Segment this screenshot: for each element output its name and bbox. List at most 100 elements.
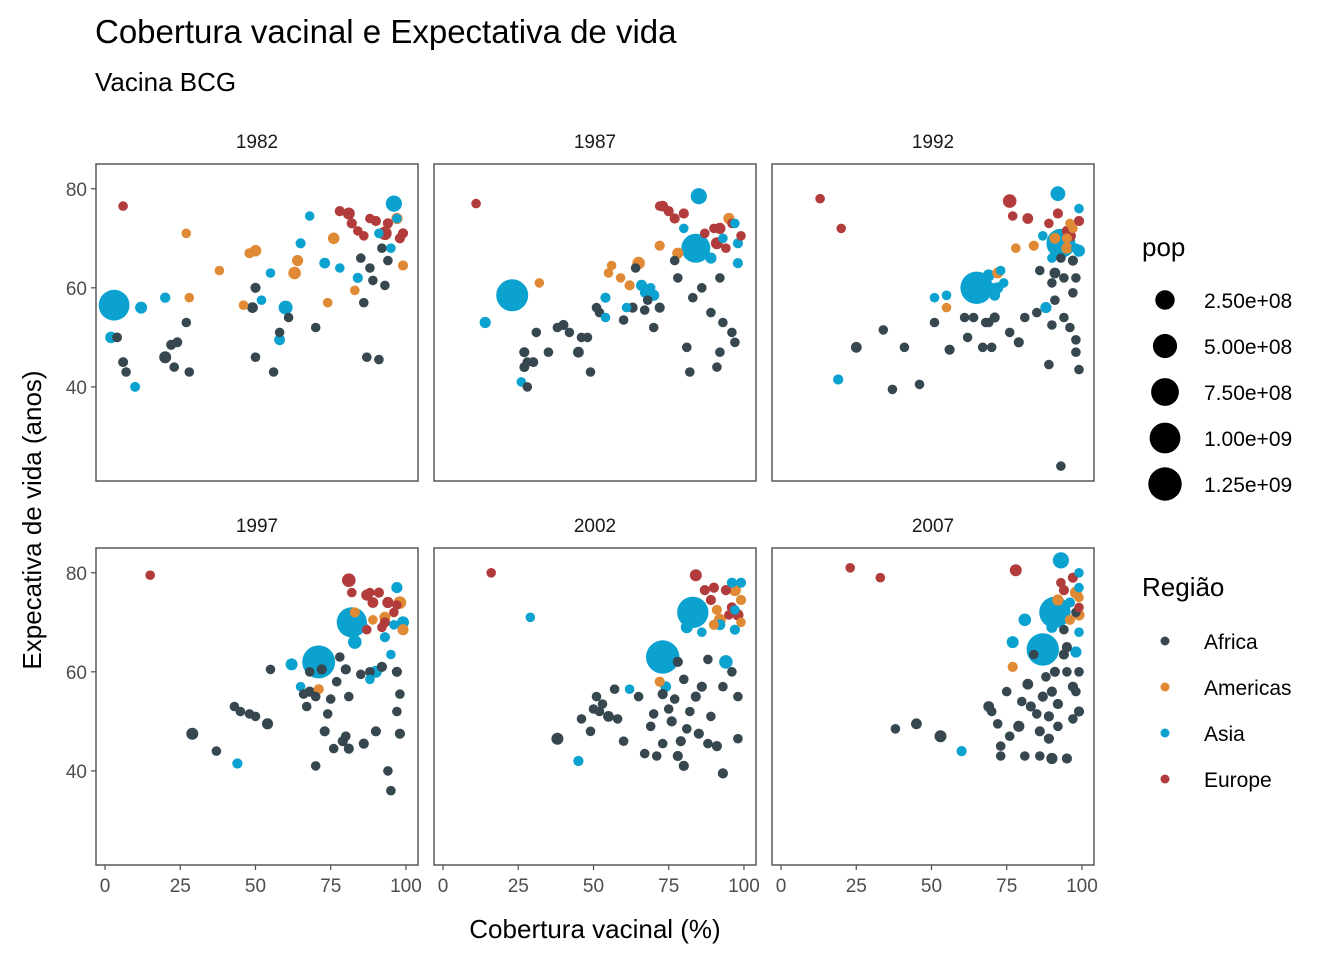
facet-label-2007: 2007	[912, 516, 954, 537]
data-point-africa	[675, 736, 686, 747]
data-point-asia	[732, 258, 744, 269]
data-point-africa	[712, 362, 722, 372]
data-point-europe	[389, 607, 399, 618]
data-point-africa	[929, 317, 940, 328]
data-point-europe	[382, 218, 393, 229]
data-point-asia	[352, 272, 363, 283]
x-tick-label: 0	[438, 876, 449, 897]
data-point-asia	[130, 381, 141, 392]
data-point-asia	[1050, 186, 1066, 202]
data-point-asia	[1052, 552, 1069, 569]
legend-region-key-africa	[1160, 636, 1170, 646]
data-point-europe	[365, 587, 375, 598]
data-point-asia	[573, 755, 584, 767]
data-point-africa	[944, 344, 955, 355]
data-point-africa	[718, 317, 728, 328]
data-point-africa	[310, 691, 321, 702]
data-point-asia	[1046, 621, 1058, 633]
data-point-africa	[1049, 666, 1060, 677]
data-point-africa	[331, 676, 342, 687]
data-point-africa	[1059, 312, 1069, 323]
data-point-africa	[986, 342, 997, 353]
data-point-asia	[374, 228, 384, 239]
data-point-africa	[703, 654, 713, 665]
data-point-africa	[1004, 731, 1015, 741]
data-point-africa	[344, 691, 354, 702]
data-point-africa	[663, 704, 674, 714]
data-point-africa	[657, 689, 668, 700]
data-point-asia	[1064, 597, 1075, 608]
data-point-africa	[1004, 327, 1015, 338]
data-point-africa	[551, 732, 564, 745]
data-point-africa	[715, 273, 725, 283]
data-point-africa	[682, 342, 692, 353]
data-point-asia	[645, 283, 656, 293]
data-point-africa	[211, 746, 222, 756]
data-point-asia	[982, 269, 995, 282]
data-point-europe	[1002, 194, 1017, 208]
legend-pop-key	[1149, 422, 1181, 454]
data-point-africa	[733, 691, 743, 702]
data-point-europe	[721, 243, 731, 253]
data-point-africa	[304, 667, 315, 677]
panel-frame	[771, 163, 1095, 482]
data-point-africa	[531, 327, 542, 338]
data-point-americas	[736, 617, 746, 628]
data-point-africa	[630, 263, 641, 273]
data-point-europe	[736, 231, 746, 241]
data-point-asia	[304, 211, 315, 221]
data-point-asia	[336, 607, 367, 638]
data-point-africa	[1071, 347, 1081, 358]
data-point-africa	[612, 714, 623, 724]
data-point-africa	[377, 243, 387, 253]
data-point-africa	[959, 312, 970, 323]
data-point-africa	[1068, 714, 1078, 724]
data-point-africa	[1058, 649, 1069, 660]
legend-title-region: Região	[1142, 572, 1224, 602]
data-point-europe	[359, 231, 369, 241]
data-point-africa	[1041, 672, 1051, 682]
data-point-asia	[348, 635, 362, 649]
data-point-europe	[705, 594, 717, 606]
data-point-asia	[278, 300, 293, 315]
data-point-africa	[1053, 721, 1063, 732]
data-point-africa	[1074, 667, 1084, 677]
facet-label-1987: 1987	[574, 132, 616, 153]
data-point-africa	[564, 327, 575, 338]
data-point-asia	[379, 632, 390, 643]
legend-pop-label: 5.00e+08	[1204, 336, 1292, 359]
y-tick-label: 40	[66, 762, 87, 783]
legend-pop-label: 1.25e+09	[1204, 474, 1292, 497]
data-point-africa	[159, 351, 172, 364]
data-point-africa	[672, 656, 683, 668]
data-point-africa	[112, 332, 122, 343]
data-point-europe	[1009, 564, 1022, 577]
data-point-asia	[295, 681, 306, 692]
data-point-asia	[1074, 627, 1084, 637]
y-tick-label: 60	[66, 663, 87, 684]
data-point-africa	[718, 681, 728, 692]
data-point-africa	[1059, 273, 1069, 283]
data-point-asia	[295, 238, 306, 249]
data-point-asia	[160, 292, 171, 303]
data-point-americas	[292, 255, 304, 267]
data-point-africa	[585, 726, 596, 737]
panel-frame	[433, 163, 757, 482]
data-point-asia	[680, 621, 693, 634]
data-point-africa	[1034, 726, 1045, 737]
data-point-africa	[585, 367, 596, 377]
x-tick-label: 75	[320, 876, 341, 897]
data-point-africa	[316, 664, 327, 675]
data-point-asia	[735, 577, 747, 588]
data-point-asia	[621, 302, 632, 313]
data-point-africa	[685, 706, 695, 717]
data-point-africa	[250, 711, 261, 722]
data-point-africa	[727, 327, 737, 338]
data-point-africa	[328, 743, 339, 754]
legend-pop-entries: 2.50e+08 5.00e+08 7.50e+08 1.00e+09 1.25e+09	[1148, 290, 1292, 501]
chart-title: Cobertura vacinal e Expectativa de vida	[95, 13, 677, 50]
data-point-europe	[1052, 208, 1063, 219]
data-point-africa	[543, 347, 554, 358]
